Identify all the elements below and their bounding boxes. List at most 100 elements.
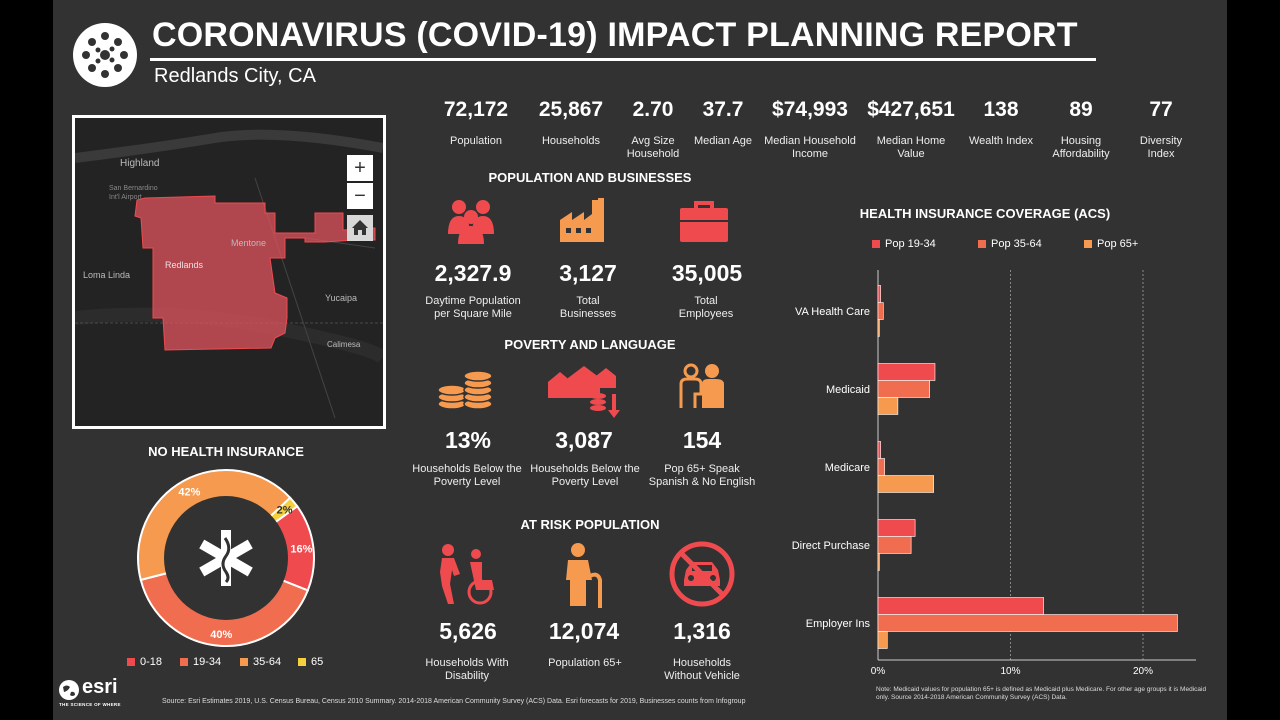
legend-label: 19-34: [193, 656, 222, 668]
chart-legend-pop-19-34[interactable]: Pop 19-34: [872, 238, 936, 250]
disability-label: Households With Disability: [425, 657, 509, 682]
donut-legend-0-18: 0-18: [127, 656, 162, 668]
poverty-percent-value: 13%: [444, 427, 492, 453]
map-label-calimesa: Calimesa: [327, 340, 361, 349]
legend-label: 65: [311, 656, 324, 668]
category-label: Direct Purchase: [792, 540, 870, 552]
bar-pop-35-64-employer-ins[interactable]: [877, 614, 1178, 632]
people-icon: [448, 200, 494, 244]
donut-legend-19-34: 19-34: [180, 656, 221, 668]
daytime-population-label: Daytime Population per Square Mile: [425, 295, 521, 320]
legend-label: 35-64: [253, 656, 282, 668]
bar-pop-19-34-medicaid[interactable]: [877, 363, 936, 381]
map-label-mentone: Mentone: [231, 238, 267, 248]
map-label-loma-linda: Loma Linda: [83, 270, 131, 280]
map-label-yucaipa: Yucaipa: [325, 293, 358, 303]
category-label: Medicaid: [826, 384, 870, 396]
chart-note: Note: Medicaid values for population 65+…: [876, 686, 1207, 701]
medical-star-icon: [199, 530, 253, 586]
legend-label: Pop 35-64: [991, 238, 1042, 250]
x-tick-label: 0%: [871, 666, 886, 677]
poverty-percent-label: Households Below the Poverty Level: [412, 463, 522, 488]
stat-diversity-index-label: Diversity Index: [1139, 135, 1183, 160]
donut-label-19-34: 40%: [210, 629, 232, 641]
bar-pop-65--medicaid[interactable]: [877, 397, 899, 415]
bar-pop-35-64-medicaid[interactable]: [877, 380, 930, 398]
x-tick-label: 10%: [1000, 666, 1020, 677]
bar-pop-19-34-employer-ins[interactable]: [877, 597, 1044, 615]
bar-pop-65--va-health-care[interactable]: [877, 319, 880, 337]
legend-swatch: [298, 658, 306, 667]
bar-pop-65--employer-ins[interactable]: [877, 631, 888, 649]
stat-median-income-value: $74,993: [772, 98, 848, 121]
disability-value: 5,626: [439, 618, 497, 644]
stat-home-value-label: Median Home Value: [876, 135, 946, 160]
legend-label: Pop 65+: [1097, 238, 1139, 250]
bar-pop-35-64-medicare[interactable]: [877, 458, 885, 476]
legend-swatch: [872, 240, 880, 249]
spanish-speakers-value: 154: [682, 427, 722, 453]
total-employees-value: 35,005: [671, 260, 743, 286]
stat-median-age-value: 37.7: [702, 98, 744, 121]
category-label: VA Health Care: [795, 306, 870, 318]
chart-legend-pop-35-64[interactable]: Pop 35-64: [978, 238, 1042, 250]
coins-icon: [437, 370, 493, 410]
stat-diversity-index-value: 77: [1149, 98, 1173, 121]
esri-tagline: THE SCIENCE OF WHERE: [59, 702, 121, 707]
elderly-icon: [566, 543, 602, 608]
donut-label-35-64: 42%: [178, 486, 200, 498]
legend-label: 0-18: [140, 656, 163, 668]
stat-housing-affordability-label: Housing Affordability: [1052, 135, 1110, 160]
report-title: CORONAVIRUS (COVID-19) IMPACT PLANNING R…: [152, 16, 1078, 54]
stat-home-value-value: $427,651: [867, 98, 955, 121]
donut-label-65: 2%: [277, 505, 293, 517]
stat-households-value: 25,867: [538, 98, 604, 121]
zoom-in-button[interactable]: +: [347, 155, 373, 181]
donut-legend-35-64: 35-64: [240, 656, 281, 668]
bar-pop-19-34-direct-purchase[interactable]: [877, 519, 916, 537]
home-icon: [352, 220, 368, 235]
legend-label: Pop 19-34: [885, 238, 936, 250]
footer-source: Source: Esri Estimates 2019, U.S. Census…: [162, 698, 746, 705]
stat-household-size-label: Avg Size Household: [626, 135, 680, 160]
map-label-redlands: Redlands: [165, 260, 204, 270]
spanish-speakers-label: Pop 65+ Speak Spanish & No English: [648, 463, 756, 488]
chart-legend-pop-65[interactable]: Pop 65+: [1084, 238, 1138, 250]
stat-wealth-index-value: 138: [983, 98, 1019, 121]
stat-households-label: Households: [541, 135, 601, 147]
city-map[interactable]: Highland San Bernardino Int'l Airport Me…: [72, 115, 386, 429]
total-businesses-value: 3,127: [559, 260, 617, 286]
stat-wealth-index-label: Wealth Index: [968, 135, 1033, 147]
two-persons-icon: [679, 363, 724, 408]
bar-pop-35-64-va-health-care[interactable]: [877, 302, 884, 320]
stat-median-age-label: Median Age: [693, 135, 753, 147]
bar-pop-65--direct-purchase[interactable]: [877, 553, 880, 571]
factory-icon: [560, 198, 604, 242]
stat-household-size-value: 2.70: [632, 98, 674, 121]
category-label: Medicare: [825, 462, 870, 474]
esri-logo-text: esri: [82, 676, 118, 698]
bar-pop-35-64-direct-purchase[interactable]: [877, 536, 912, 554]
wheelchair-icon: [440, 544, 494, 605]
bar-pop-19-34-medicare[interactable]: [877, 441, 881, 459]
report-location: Redlands City, CA: [154, 65, 316, 87]
bar-pop-65--medicare[interactable]: [877, 475, 934, 493]
bar-pop-19-34-va-health-care[interactable]: [877, 285, 881, 303]
poverty-language-heading: POVERTY AND LANGUAGE: [504, 337, 676, 352]
map-canvas: [75, 129, 383, 419]
poverty-households-label: Households Below the Poverty Level: [530, 463, 640, 488]
total-employees-label: Total Employees: [678, 295, 734, 320]
no-vehicle-value: 1,316: [673, 618, 731, 644]
legend-swatch: [1084, 240, 1092, 249]
legend-swatch: [240, 658, 248, 667]
stat-housing-affordability-value: 89: [1069, 98, 1093, 121]
chart-title: HEALTH INSURANCE COVERAGE (ACS): [859, 206, 1111, 221]
at-risk-heading: AT RISK POPULATION: [520, 517, 660, 532]
title-underline: [150, 58, 1096, 61]
legend-swatch: [978, 240, 986, 249]
insurance-bar-chart: 0% 10% 20% VA Health Care Medicaid Medicare Di…: [792, 270, 1196, 677]
zoom-out-button[interactable]: −: [347, 183, 373, 209]
stat-population-value: 72,172: [443, 98, 509, 121]
map-home-button[interactable]: [347, 215, 373, 241]
